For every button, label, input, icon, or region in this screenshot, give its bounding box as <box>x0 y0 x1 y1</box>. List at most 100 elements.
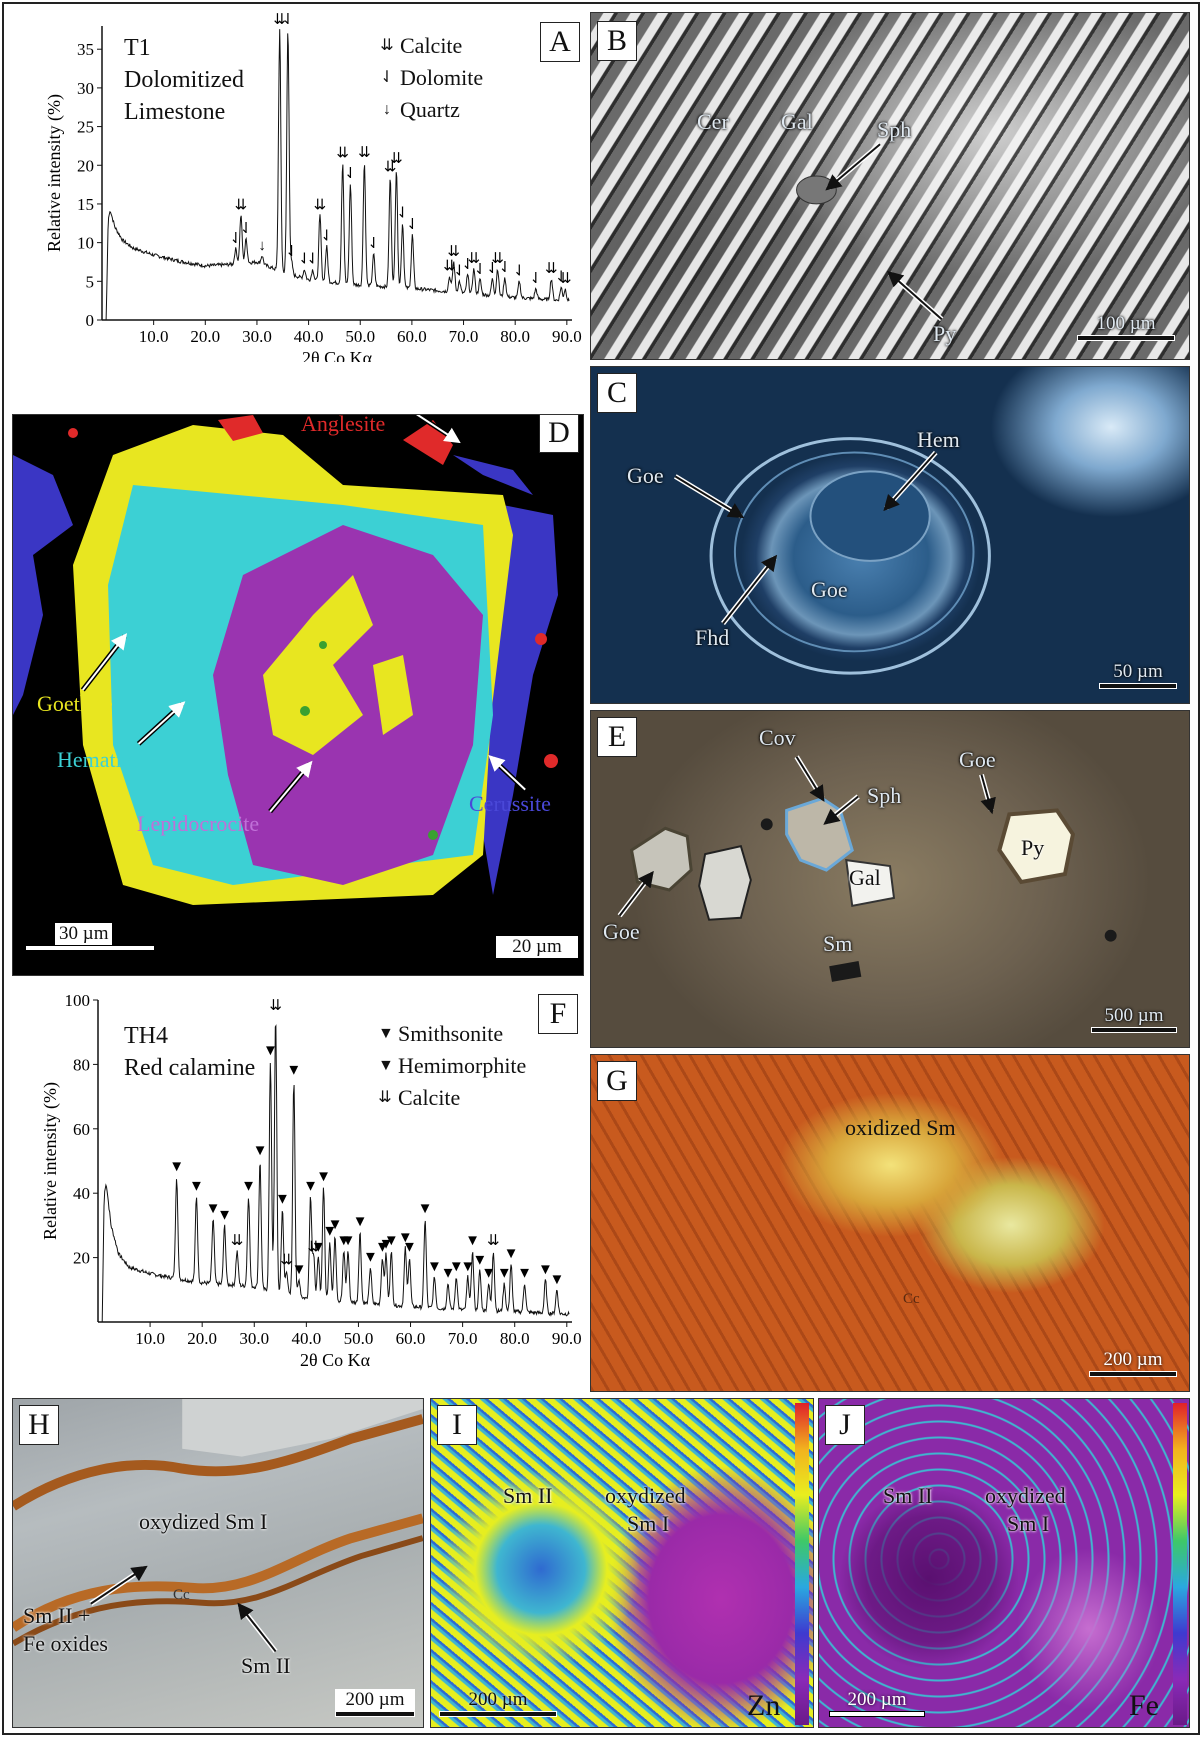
panel-d-phase-map: D Anglesite Goethite Hematite Lepidocroc… <box>12 414 584 976</box>
peak-marker: ⇃ <box>306 252 319 268</box>
scale-label: 200 µm <box>1103 1349 1163 1370</box>
peak-marker: ▼ <box>517 1265 532 1281</box>
x-tick-label: 60.0 <box>396 1329 426 1348</box>
label-cc: Cc <box>173 1587 190 1603</box>
panel-h-micrograph: H oxydized Sm I Sm II + Fe oxides Sm II … <box>12 1398 424 1728</box>
x-tick-label: 20.0 <box>187 1329 217 1348</box>
peak-marker: ⇃ <box>282 12 295 28</box>
panel-label-g: G <box>597 1061 637 1101</box>
peak-marker: ⇊ <box>307 1240 320 1256</box>
panel-j-scalebar: 200 µm <box>829 1689 925 1717</box>
panel-e-scalebar: 500 µm <box>1091 1005 1177 1033</box>
peak-marker: ⇃ <box>486 261 499 277</box>
label-sm-ii: Sm II <box>883 1483 933 1508</box>
peak-marker: ▼ <box>316 1169 331 1185</box>
peak-marker: ▼ <box>275 1191 290 1207</box>
x-tick-label: 10.0 <box>139 327 169 346</box>
legend-name: Hemimorphite <box>398 1053 527 1078</box>
peak-marker: ▼ <box>292 1262 307 1278</box>
panel-f-title: TH4 Red calamine <box>124 1020 255 1084</box>
panel-b-scalebar: 100 µm <box>1077 313 1175 341</box>
panel-h-arrows <box>89 1565 278 1653</box>
label-goe-right: Goe <box>959 747 996 772</box>
panel-g-micrograph: G oxidized Sm Cc 200 µm <box>590 1054 1190 1392</box>
panel-h-scalebar: 200 µm <box>335 1689 415 1717</box>
peak-marker: ▼ <box>253 1143 268 1159</box>
panel-e-grains <box>617 755 1117 982</box>
legend-symbol: ⇊ <box>378 1089 392 1106</box>
label-zn: Zn <box>747 1689 781 1722</box>
peak-marker: ⇊ <box>384 160 397 176</box>
peak-marker: ▼ <box>341 1233 356 1249</box>
y-tick-label: 5 <box>86 272 95 291</box>
scale-bar <box>1091 1027 1177 1033</box>
label-oxydized: oxydized <box>605 1483 686 1508</box>
panel-c-micrograph: C Goe Hem Goe Fhd 50 µm <box>590 366 1190 704</box>
x-tick-label: 40.0 <box>291 1329 321 1348</box>
x-tick-label: 70.0 <box>448 1329 478 1348</box>
x-tick-label: 30.0 <box>239 1329 269 1348</box>
peak-marker: ▼ <box>384 1233 399 1249</box>
label-anglesite: Anglesite <box>301 414 386 436</box>
label-goe-center: Goe <box>811 577 848 602</box>
peak-marker: ⇃ <box>499 260 512 276</box>
x-tick-label: 50.0 <box>344 1329 374 1348</box>
peak-marker: ▼ <box>497 1265 512 1281</box>
x-tick-label: 90.0 <box>552 327 582 346</box>
y-tick-label: 10 <box>77 234 94 253</box>
label-py: Py <box>1021 835 1045 860</box>
panel-label-e: E <box>597 717 637 757</box>
y-axis-label: Relative intensity (%) <box>44 94 65 252</box>
panel-c-arrows <box>673 437 991 675</box>
peak-marker: ▼ <box>206 1201 221 1217</box>
panel-b-arrows <box>796 142 944 322</box>
panel-label-b: B <box>597 21 637 61</box>
peak-marker: ⇊ <box>545 261 558 277</box>
x-axis-label: 2θ Co Kα <box>302 348 373 362</box>
peak-marker: ▼ <box>449 1259 464 1275</box>
panel-c-scalebar: 50 µm <box>1099 661 1177 689</box>
scale-bar <box>829 1711 925 1717</box>
scale-label: 50 µm <box>1113 661 1163 682</box>
panel-i-scalebar: 200 µm <box>439 1689 557 1717</box>
zn-colorbar <box>795 1403 809 1725</box>
panel-a-title: T1 Dolomitized Limestone <box>124 32 244 128</box>
x-tick-label: 70.0 <box>449 327 479 346</box>
legend-name: Calcite <box>400 33 463 58</box>
peak-marker: ⇃ <box>229 231 242 247</box>
peak-marker: ▼ <box>353 1214 368 1230</box>
peak-marker: ▼ <box>481 1265 496 1281</box>
scale-bar <box>335 1711 415 1717</box>
label-hematite: Hematite <box>57 747 138 772</box>
label-sm-ii: Sm II <box>241 1653 291 1678</box>
label-sm-ii-fe-line1: Sm II + <box>23 1603 91 1628</box>
panel-label-a: A <box>540 22 580 62</box>
peak-marker: ▼ <box>398 1230 413 1246</box>
y-tick-label: 35 <box>77 40 94 59</box>
label-cov: Cov <box>759 725 796 750</box>
peak-marker: ⇊ <box>314 198 327 214</box>
peak-marker: ⇊ <box>336 146 349 162</box>
label-sph: Sph <box>867 783 902 808</box>
panel-a-title-line: Limestone <box>124 99 226 125</box>
y-tick-label: 20 <box>77 156 94 175</box>
peak-marker: ⇊ <box>491 251 504 267</box>
label-goe-left: Goe <box>603 919 640 944</box>
legend-symbol: ▼ <box>378 1025 394 1042</box>
label-oxydized: oxydized <box>985 1483 1066 1508</box>
scale-label: 200 µm <box>468 1689 528 1710</box>
scale-bar <box>439 1711 557 1717</box>
panel-a-legend: ⇊ Calcite ⇃ Dolomite ↓ Quartz <box>380 30 483 126</box>
legend-row: ⇊ Calcite <box>380 30 483 62</box>
peak-marker: ⇃ <box>320 229 333 245</box>
panel-f-title-line: Red calamine <box>124 1055 256 1081</box>
panel-a-title-line: T1 <box>124 35 151 61</box>
label-sph: Sph <box>877 117 912 142</box>
label-sm-i: Sm I <box>627 1511 670 1536</box>
label-fhd: Fhd <box>695 625 730 650</box>
fe-colorbar <box>1173 1403 1187 1725</box>
label-cc: Cc <box>903 1291 920 1307</box>
label-py: Py <box>933 321 957 346</box>
label-sm-ii-fe-line2: Fe oxides <box>23 1631 108 1656</box>
